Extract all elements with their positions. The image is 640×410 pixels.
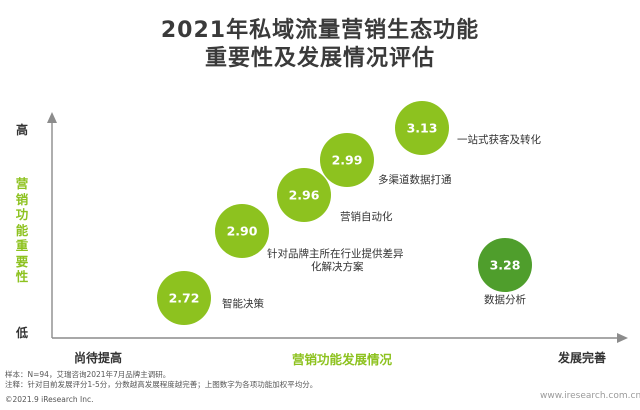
watermark: www.iresearch.com.cn <box>540 391 640 401</box>
x-axis-start-label: 尚待提高 <box>74 351 123 365</box>
bubble-2 <box>215 204 269 258</box>
x-axis-label: 营销功能发展情况 <box>292 352 393 367</box>
x-axis-end-label: 发展完善 <box>558 351 607 365</box>
chart-title-line-1: 2021年私域流量营销生态功能 <box>160 18 480 43</box>
sample-note: 样本：N=94，艾瑞咨询2021年7月品牌主调研。 <box>5 370 171 379</box>
bubble-label-4: 多渠道数据打通 <box>378 173 452 186</box>
bubble-value-5: 3.13 <box>407 121 438 136</box>
copyright-source: ©2021.9 iResearch Inc. <box>5 395 94 404</box>
bubble-label-5: 一站式获客及转化 <box>457 133 541 146</box>
bubble-3 <box>277 168 331 222</box>
x-axis-arrow <box>617 333 628 343</box>
y-axis-label: 营销功能重要性 <box>15 176 29 284</box>
bubble-value-4: 2.99 <box>332 153 363 168</box>
y-axis-arrow <box>47 112 57 123</box>
bubble-1 <box>157 271 211 325</box>
bubble-label-2-line-1: 针对品牌主所在行业提供差异 <box>267 247 404 260</box>
y-axis-low-label: 低 <box>16 326 29 340</box>
bubble-value-3: 2.96 <box>289 188 320 203</box>
bubble-value-1: 2.72 <box>169 291 200 306</box>
bubble-label-1: 智能决策 <box>222 297 264 310</box>
bubble-value-6: 3.28 <box>490 258 521 273</box>
bubble-label-6: 数据分析 <box>484 293 526 306</box>
bubble-6 <box>478 238 532 292</box>
bubble-label-3: 营销自动化 <box>340 210 393 223</box>
chart-title-line-2: 重要性及发展情况评估 <box>204 46 435 71</box>
bubble-value-2: 2.90 <box>227 224 258 239</box>
bubble-5 <box>395 101 449 155</box>
y-axis-high-label: 高 <box>16 123 29 137</box>
scoring-note: 注释：针对目前发展评分1-5分，分数越高发展程度越完善；上图数字为各项功能加权平… <box>5 380 318 389</box>
bubble-label-2-line-2: 化解决方案 <box>311 260 364 273</box>
bubble-4 <box>320 133 374 187</box>
